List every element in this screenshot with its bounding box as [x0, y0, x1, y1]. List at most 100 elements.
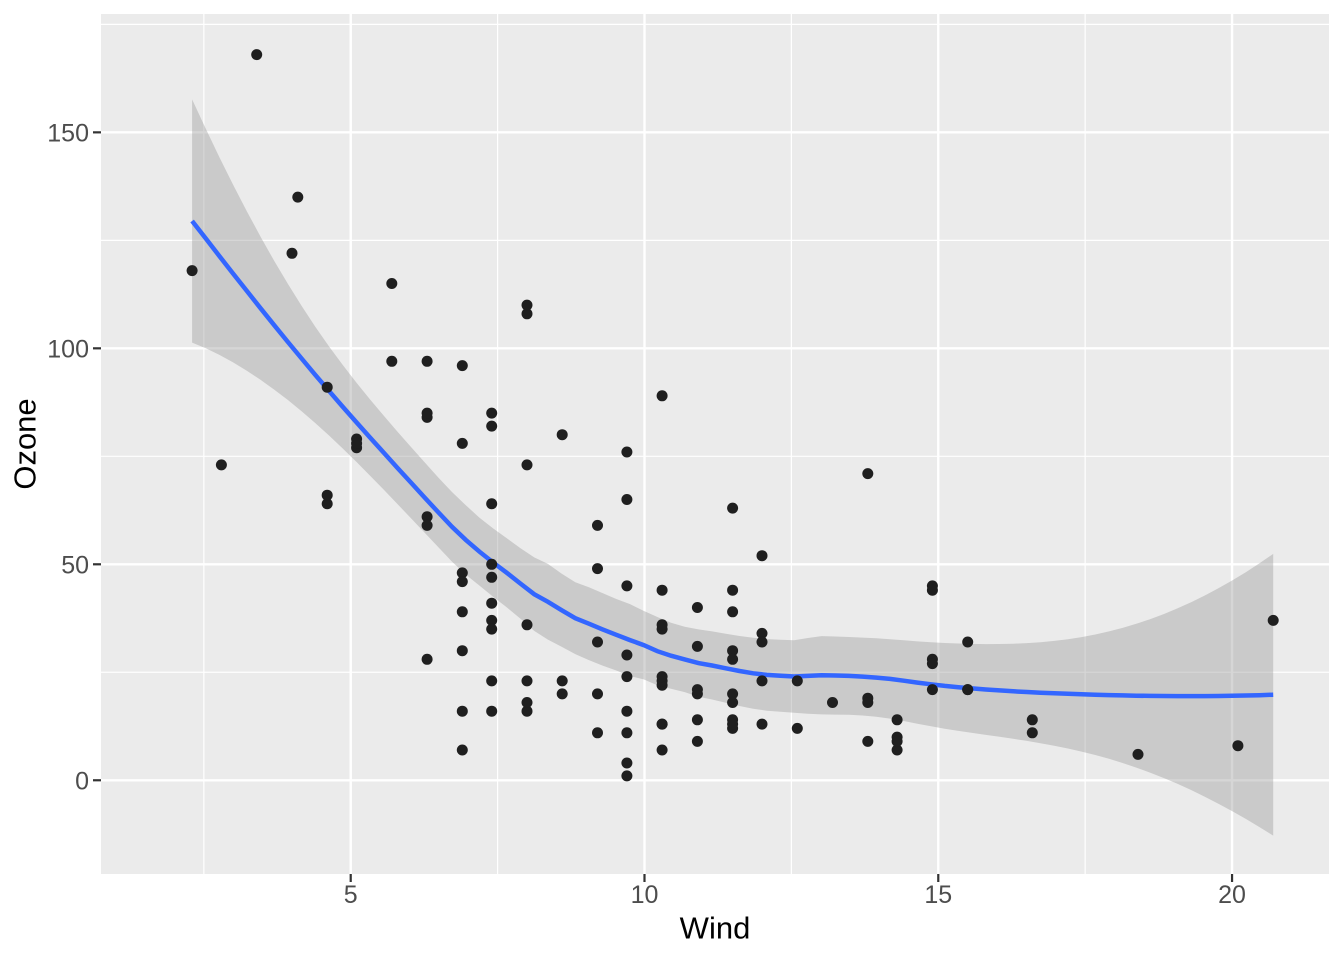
data-point	[926, 658, 938, 670]
data-point	[486, 675, 498, 687]
data-point	[592, 519, 603, 531]
data-point	[621, 671, 633, 683]
data-point	[486, 623, 498, 635]
data-point	[1026, 727, 1038, 739]
data-point	[1132, 748, 1144, 760]
data-point	[727, 584, 739, 596]
data-point	[421, 407, 433, 419]
data-point	[827, 697, 838, 708]
data-point	[891, 714, 903, 726]
data-point	[621, 494, 633, 505]
data-point	[656, 619, 668, 631]
data-point	[386, 278, 398, 289]
x-tick-label: 15	[924, 881, 952, 909]
data-point	[592, 727, 603, 739]
data-point	[621, 757, 633, 769]
data-point	[521, 308, 533, 320]
data-point	[456, 437, 468, 449]
data-point	[421, 511, 433, 523]
y-axis-title: Ozone	[7, 398, 43, 490]
data-point	[186, 265, 198, 277]
data-point	[486, 407, 498, 419]
data-point	[456, 744, 468, 756]
data-point	[656, 584, 668, 596]
data-point	[756, 718, 768, 730]
data-point	[756, 675, 768, 687]
data-point	[486, 498, 498, 510]
data-point	[456, 606, 468, 618]
data-point	[386, 355, 398, 367]
data-point	[421, 653, 433, 665]
data-point	[592, 688, 603, 700]
data-point	[862, 468, 874, 480]
data-point	[862, 697, 874, 708]
x-tick-label: 10	[631, 881, 659, 909]
data-point	[621, 705, 633, 717]
data-point	[456, 567, 468, 579]
data-point	[891, 735, 903, 747]
data-point	[756, 627, 768, 639]
data-point	[521, 675, 533, 687]
data-point	[791, 675, 803, 687]
data-point	[1267, 614, 1279, 626]
data-point	[592, 636, 603, 648]
data-point	[486, 420, 498, 432]
data-point	[691, 640, 703, 652]
data-point	[691, 714, 703, 726]
y-tick-label: 0	[75, 767, 89, 795]
data-point	[421, 355, 433, 367]
data-point	[521, 619, 533, 631]
data-point	[727, 718, 739, 730]
data-point	[691, 735, 703, 747]
loess-smooth-line	[190, 219, 1274, 699]
data-point	[727, 606, 739, 618]
data-point	[456, 576, 468, 588]
data-point	[215, 459, 227, 471]
data-point	[621, 649, 633, 661]
data-point	[592, 563, 603, 575]
y-tick-label: 100	[47, 335, 89, 363]
data-point	[621, 770, 633, 782]
data-point	[486, 558, 498, 570]
y-tick-label: 50	[61, 551, 89, 579]
confidence-ribbon	[192, 99, 1274, 836]
data-point	[656, 671, 668, 683]
data-point	[321, 498, 333, 510]
data-point	[321, 489, 333, 501]
data-point	[521, 459, 533, 471]
x-tick-label: 5	[344, 881, 358, 909]
data-point	[521, 299, 533, 311]
x-tick-label: 20	[1218, 881, 1246, 909]
data-point	[621, 727, 633, 739]
data-point	[926, 584, 938, 596]
data-point	[556, 675, 568, 687]
data-point	[756, 550, 768, 562]
data-point	[556, 688, 568, 700]
data-point	[727, 645, 739, 657]
data-point	[656, 390, 668, 402]
data-point	[421, 519, 433, 531]
data-point	[727, 502, 739, 514]
data-point	[862, 735, 874, 747]
data-point	[727, 688, 739, 700]
data-point	[1026, 714, 1038, 726]
data-point	[791, 722, 803, 734]
data-point	[351, 437, 363, 449]
data-point	[456, 360, 468, 372]
data-point	[621, 580, 633, 592]
data-point	[962, 684, 974, 696]
data-point	[521, 697, 533, 708]
data-point	[691, 602, 703, 613]
data-point	[656, 744, 668, 756]
data-point	[486, 597, 498, 609]
data-point	[727, 697, 739, 708]
data-point	[691, 684, 703, 696]
data-point	[292, 191, 304, 203]
data-point	[456, 705, 468, 717]
data-point	[926, 684, 938, 696]
data-point	[486, 614, 498, 626]
data-point	[656, 718, 668, 730]
data-point	[756, 636, 768, 648]
